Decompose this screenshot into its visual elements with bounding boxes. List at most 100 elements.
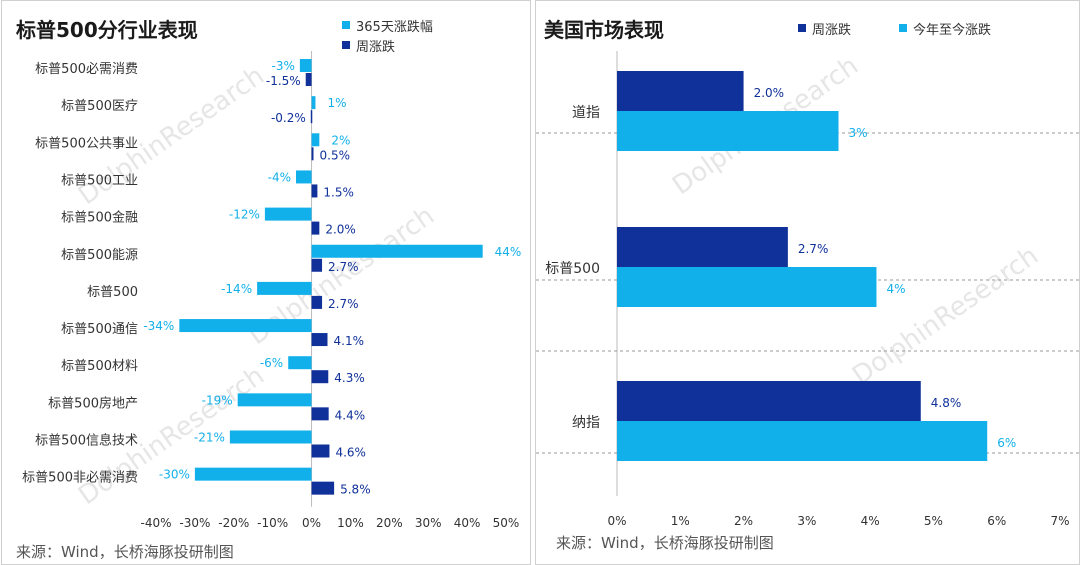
bar-weekly — [311, 370, 329, 384]
data-label-annual: -14% — [221, 282, 252, 296]
legend-swatch — [798, 24, 806, 32]
legend-item-weekly: 周涨跌 — [342, 35, 433, 55]
data-label-weekly: 1.5% — [323, 185, 354, 199]
data-label-annual: -12% — [229, 208, 260, 222]
category-label: 标普500 — [87, 285, 138, 300]
data-label-weekly: 2.0% — [325, 223, 356, 237]
data-label-weekly: 4.4% — [335, 408, 366, 422]
bar-weekly — [311, 258, 323, 272]
data-label-weekly: -1.5% — [266, 74, 301, 88]
category-label: 标普500房地产 — [48, 395, 138, 411]
data-label-annual: -6% — [260, 356, 283, 370]
category-label: 道指 — [572, 105, 600, 121]
legend-label: 周涨跌 — [356, 39, 396, 55]
chart-title: 美国市场表现 — [544, 18, 664, 42]
legend-label: 365天涨跌幅 — [356, 19, 433, 35]
bar-weekly — [311, 295, 323, 309]
bar-weekly — [311, 221, 320, 235]
data-label-weekly: 2.7% — [328, 260, 359, 274]
x-tick-label: 6% — [987, 514, 1006, 528]
x-tick-label: 5% — [924, 514, 943, 528]
source-note: 来源：Wind，长桥海豚投研制图 — [556, 534, 774, 552]
legend-item-ytd: 今年至今涨跌 — [899, 18, 991, 38]
x-tick-label: -10% — [257, 516, 288, 530]
category-label: 标普500信息技术 — [35, 433, 138, 449]
x-tick-label: 0% — [302, 516, 321, 530]
data-label-annual: -21% — [194, 431, 225, 445]
bar-annual — [311, 96, 316, 110]
chart-title: 标普500分行业表现 — [16, 18, 198, 42]
x-tick-label: 7% — [1050, 514, 1069, 528]
category-label: 标普500工业 — [61, 173, 138, 188]
source-note: 来源：Wind，长桥海豚投研制图 — [16, 543, 234, 561]
bar-weekly — [617, 227, 788, 267]
legend-item-annual: 365天涨跌幅 — [342, 15, 433, 35]
x-tick-label: 2% — [734, 514, 753, 528]
category-label: 标普500能源 — [61, 248, 138, 263]
legend-label: 周涨跌 — [812, 22, 852, 38]
bar-weekly — [311, 147, 314, 161]
data-label-ytd: 4% — [886, 282, 905, 296]
bar-annual — [179, 319, 312, 333]
data-label-weekly: 2.7% — [798, 242, 829, 256]
category-label: 标普500 — [545, 261, 600, 277]
x-tick-label: -30% — [179, 516, 210, 530]
bar-weekly — [311, 407, 329, 421]
data-label-annual: -3% — [272, 59, 295, 73]
data-label-weekly: 4.1% — [334, 334, 365, 348]
x-tick-label: 50% — [493, 516, 520, 530]
market-performance-panel: DolphinResearch DolphinResearch 美国市场表现 周… — [535, 0, 1080, 565]
bar-weekly — [617, 71, 744, 111]
category-label: 标普500材料 — [61, 359, 138, 374]
bar-weekly — [617, 381, 921, 421]
bar-weekly — [310, 110, 313, 124]
data-label-annual: -34% — [143, 319, 174, 333]
data-label-annual: -19% — [202, 393, 233, 407]
bar-weekly — [305, 73, 312, 86]
data-label-annual: 2% — [331, 133, 350, 147]
bar-annual — [311, 244, 483, 258]
x-tick-label: -20% — [218, 516, 249, 530]
sector-performance-panel: DolphinResearch DolphinResearch DolphinR… — [1, 0, 531, 565]
sector-bar-chart: -40% -30% -20% -10% 0% 10% 20% 30% 40% 50% 标普500必需… — [22, 51, 522, 530]
legend-swatch — [342, 21, 350, 29]
bar-annual — [229, 430, 312, 444]
data-label-weekly: 0.5% — [320, 148, 351, 162]
bar-ytd — [617, 111, 839, 151]
category-label: 标普500必需消费 — [35, 62, 138, 77]
data-label-weekly: 4.8% — [931, 396, 962, 410]
category-label: 纳指 — [572, 415, 600, 431]
data-label-weekly: 5.8% — [340, 483, 371, 497]
legend-item-weekly: 周涨跌 — [798, 18, 851, 38]
x-tick-label: 0% — [607, 514, 626, 528]
bar-weekly — [311, 184, 318, 198]
category-label: 标普500非必需消费 — [22, 471, 138, 486]
x-tick-label: 40% — [454, 516, 481, 530]
bar-weekly — [311, 333, 328, 347]
x-tick-label: 30% — [415, 516, 442, 530]
data-label-annual: -30% — [159, 468, 190, 482]
bar-ytd — [617, 421, 988, 461]
legend-swatch — [342, 41, 350, 49]
legend: 365天涨跌幅 周涨跌 — [342, 15, 433, 55]
bar-annual — [288, 356, 312, 370]
bar-annual — [299, 59, 312, 72]
data-label-weekly: 4.6% — [335, 446, 366, 460]
data-label-weekly: 2.7% — [328, 297, 359, 311]
bar-ytd — [617, 267, 877, 307]
bar-annual — [264, 207, 312, 221]
data-label-weekly: 4.3% — [334, 371, 365, 385]
bar-weekly — [311, 481, 335, 495]
bar-weekly — [311, 444, 330, 458]
legend-label: 今年至今涨跌 — [913, 22, 992, 38]
data-label-annual: 44% — [495, 245, 522, 259]
category-label: 标普500通信 — [61, 322, 138, 337]
x-tick-label: -40% — [140, 516, 171, 530]
bar-annual — [237, 393, 312, 407]
data-label-annual: 1% — [327, 96, 346, 110]
data-label-weekly: 2.0% — [754, 86, 785, 100]
data-label-ytd: 6% — [997, 436, 1016, 450]
legend: 周涨跌 今年至今涨跌 — [798, 18, 991, 38]
bar-annual — [257, 281, 312, 295]
data-label-ytd: 3% — [849, 126, 868, 140]
